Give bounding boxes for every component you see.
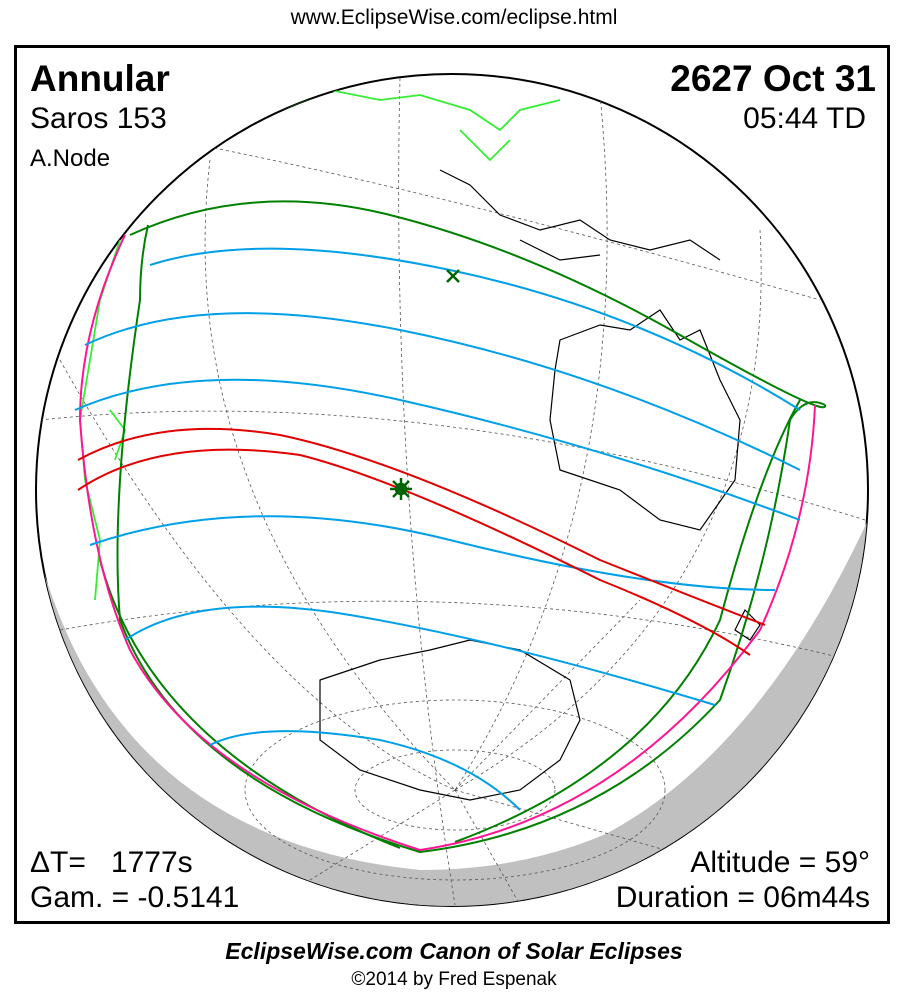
node: A.Node (30, 145, 111, 172)
eclipse-type: Annular (30, 58, 170, 99)
rise-set-curve (78, 234, 816, 852)
eclipse-curves (74, 200, 827, 854)
australia (549, 309, 741, 531)
land-outlines (319, 169, 761, 801)
magnitude-line-3 (74, 378, 801, 521)
greatest-eclipse-star-icon (390, 478, 412, 500)
subsolar-x-mark-icon (446, 269, 460, 283)
map-frame (14, 45, 890, 924)
eclipse-date: 2627 Oct 31 (670, 58, 876, 99)
new-zealand (734, 608, 761, 641)
magnitude-line-5 (124, 605, 716, 706)
magnitude-line-4 (89, 515, 776, 591)
footer-title: EclipseWise.com Canon of Solar Eclipses (225, 938, 683, 964)
duration: Duration = 06m44s (615, 881, 870, 914)
antarctica (319, 639, 581, 801)
magnitude-line-6 (209, 730, 521, 811)
graticule (39, 77, 866, 906)
gamma: Gam. = -0.5141 (30, 881, 240, 914)
central-path-north-limit (77, 427, 766, 626)
eclipse-time: 05:44 TD (743, 102, 866, 135)
magnitude-line-2 (84, 312, 801, 471)
footer-copyright: ©2014 by Fred Espenak (351, 969, 557, 990)
url-caption: www.EclipseWise.com/eclipse.html (290, 6, 618, 29)
magnitude-line-1 (149, 247, 801, 411)
delta-t: ΔT= 1777s (30, 846, 193, 879)
northern-penumbral-limit (129, 200, 827, 409)
southeast-asia-islands (439, 169, 721, 261)
penumbral-outer-loop (116, 224, 826, 854)
saros-number: Saros 153 (30, 102, 167, 135)
altitude: Altitude = 59° (690, 846, 870, 879)
